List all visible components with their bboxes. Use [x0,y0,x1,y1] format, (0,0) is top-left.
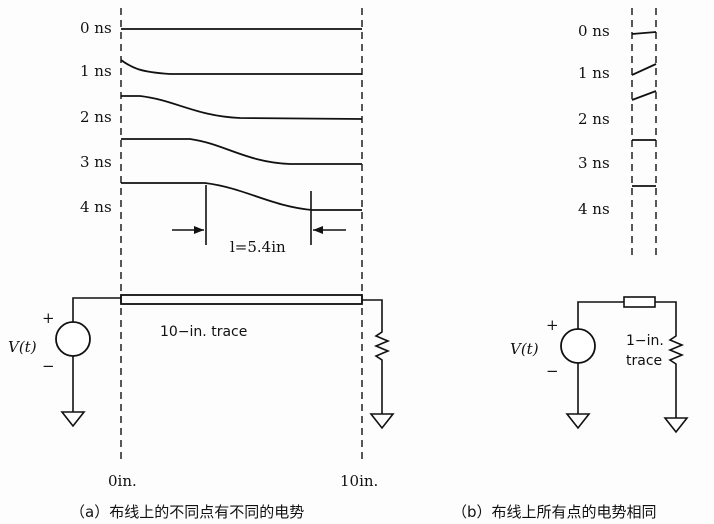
trace-1in [623,296,656,308]
time-label-3: 3 ns [80,153,112,171]
load-resistor [362,299,391,414]
waveform-1ns [120,59,362,75]
ground-symbol-load-b [663,417,689,434]
length-label: l=5.4in [230,238,286,256]
source-b-label: V(t) [510,340,539,358]
source-b-plus: + [546,316,559,334]
voltage-source-b-circle [560,328,596,364]
waveform-b-0ns [631,31,657,35]
length-arrow-right-head [313,226,323,234]
caption-a: （a）布线上的不同点有不同的电势 [70,503,304,521]
waveform-b-1ns [631,63,657,76]
time-label-b-1: 1 ns [578,64,610,82]
trace-b-label-line1: 1−in. [626,333,664,349]
trace-label: 10−in. trace [160,324,247,340]
time-label-1: 1 ns [80,62,112,80]
voltage-source-circle [55,321,91,357]
source-label: V(t) [8,338,37,356]
source-minus: − [42,357,55,375]
ground-symbol-source [60,411,86,428]
position-label-end: 10in. [340,472,378,490]
time-label-4: 4 ns [80,198,112,216]
ground-symbol-load [369,413,395,430]
waveform-4ns [121,182,362,211]
time-label-b-0: 0 ns [578,22,610,40]
waveform-3ns [121,138,362,165]
panel-a: 0 ns 1 ns 2 ns 3 ns 4 ns l=5.4in 10−in. … [8,8,395,521]
time-label-b-2: 2 ns [578,110,610,128]
time-label-0: 0 ns [80,19,112,37]
time-label-b-4: 4 ns [578,200,610,218]
panel-b: 0 ns 1 ns 2 ns 3 ns 4 ns + − V(t) 1−in. … [452,8,689,521]
source-b-minus: − [546,362,559,380]
waveform-2ns [121,95,363,120]
waveform-b-2ns [631,90,657,101]
trace-10in [120,294,363,305]
caption-b: （b）布线上所有点的电势相同 [452,503,657,521]
length-arrow-left-head [194,226,204,234]
ground-symbol-source-b [565,413,591,430]
load-resistor-b [655,301,685,418]
time-label-2: 2 ns [80,108,112,126]
trace-b-label-line2: trace [626,353,662,369]
time-label-b-3: 3 ns [578,154,610,172]
position-label-start: 0in. [108,472,137,490]
source-plus: + [42,309,55,327]
